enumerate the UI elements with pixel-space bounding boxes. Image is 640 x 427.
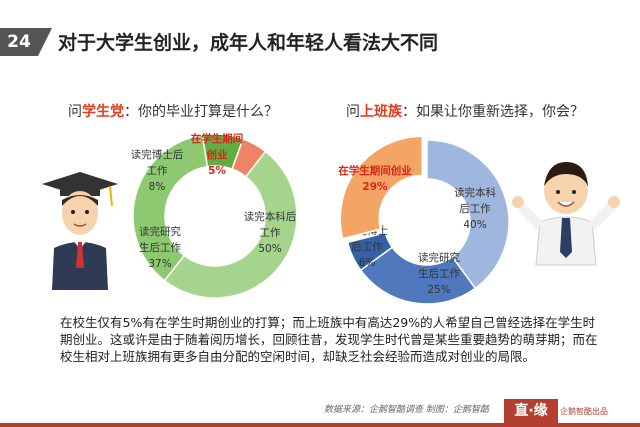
slice-label-0-2: 读完博士后工作 8%: [131, 148, 184, 193]
donut-slice-1-2: [346, 231, 394, 272]
question-right: 问上班族：如果让你重新选择，你会？: [346, 101, 584, 121]
donut-slice-0-1: [132, 134, 209, 282]
data-source-note: 数据来源：企鹅智酷调查 制图：企鹅智酷: [324, 405, 489, 415]
question-right-suffix: ：如果让你重新选择，你会？: [402, 104, 584, 120]
brand-logo: 直·缘: [504, 399, 558, 423]
question-right-highlight: 上班族: [360, 104, 402, 120]
donut-slice-1-0: [426, 139, 510, 290]
slice-label-0-3: 在学生期间创业 5%: [191, 132, 244, 177]
graduate-illustration: [42, 172, 118, 290]
brand-logo-subtitle: 企鹅智酷出品: [560, 407, 608, 416]
page-number-badge: 24: [0, 28, 38, 56]
donut-slice-1-3: [339, 135, 424, 240]
office-worker-illustration: [512, 162, 620, 266]
question-right-prefix: 问: [346, 104, 360, 120]
donut-layer: 读完本科后工作 50% 读完研究生后工作 37% 读完博士后工作 8%在学生期间创业 5% 读…: [131, 132, 510, 305]
donut-slice-0-3: [231, 137, 267, 178]
summary-paragraph: 在校生仅有5%有在学生时期创业的打算；而上班族中有高达29%的人希望自己曾经选择…: [60, 315, 598, 364]
page-title: 对于大学生创业，成年人和年轻人看法大不同: [58, 32, 439, 54]
header: 24 对于大学生创业，成年人和年轻人看法大不同: [0, 0, 640, 58]
donut-slice-0-0: [163, 150, 298, 299]
donut-slice-1-1: [359, 246, 477, 305]
question-left-prefix: 问: [68, 104, 82, 120]
badge-slant: [38, 28, 52, 56]
question-left-suffix: ：你的毕业打算是什么？: [124, 104, 278, 120]
slice-label-1-1: 读完研究生后工作 25%: [418, 251, 460, 296]
footer-bar: [0, 423, 640, 427]
question-left-highlight: 学生党: [82, 104, 124, 120]
slice-label-0-1: 读完研究生后工作 37%: [139, 225, 181, 270]
slice-label-0-0: 读完本科后工作 50%: [244, 210, 297, 255]
slice-label-1-3: 在学生期间创业 29%: [338, 164, 412, 193]
question-left: 问学生党：你的毕业打算是什么？: [68, 101, 278, 121]
slice-label-1-0: 读完本科后工作 40%: [454, 186, 496, 231]
